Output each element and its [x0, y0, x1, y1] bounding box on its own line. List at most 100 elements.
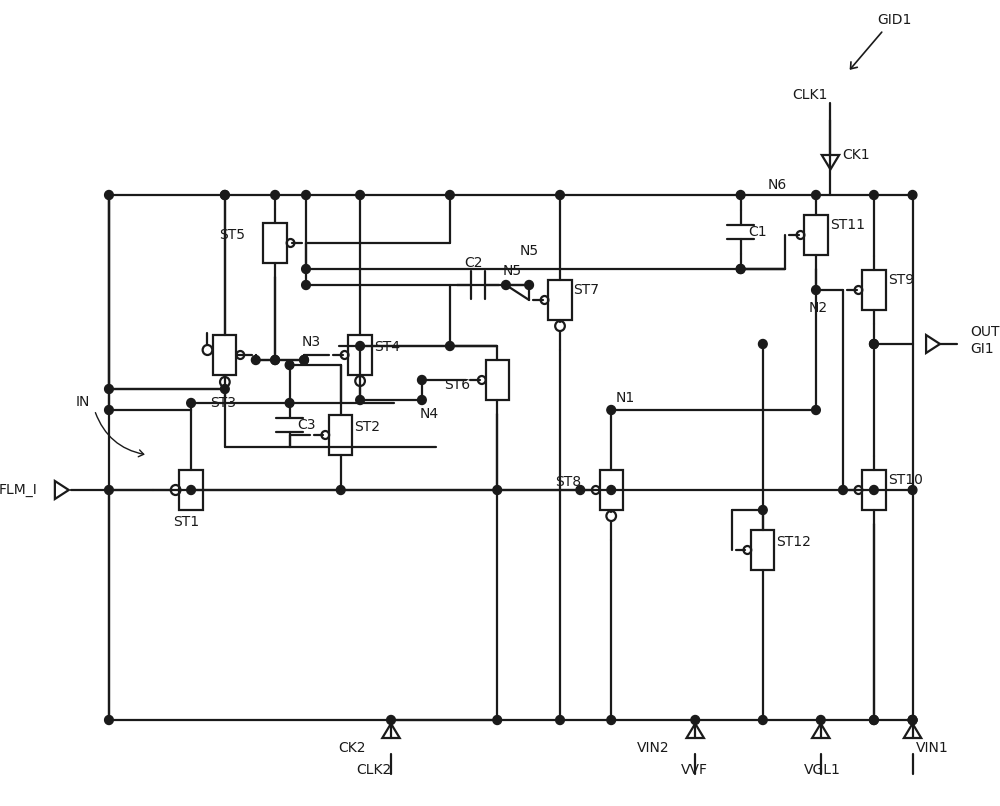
- Circle shape: [221, 190, 229, 200]
- Circle shape: [356, 190, 364, 200]
- Circle shape: [356, 396, 364, 405]
- Circle shape: [418, 376, 426, 384]
- Text: IN: IN: [75, 395, 90, 409]
- Text: GID1: GID1: [877, 13, 911, 27]
- Circle shape: [758, 716, 767, 725]
- Circle shape: [285, 398, 294, 408]
- Circle shape: [285, 360, 294, 369]
- Circle shape: [105, 190, 113, 200]
- Circle shape: [556, 716, 564, 725]
- Bar: [263, 223, 287, 263]
- Circle shape: [908, 716, 917, 725]
- Bar: [486, 360, 509, 400]
- Circle shape: [556, 190, 564, 200]
- Circle shape: [187, 485, 195, 495]
- Circle shape: [870, 716, 878, 725]
- Text: N2: N2: [808, 301, 827, 315]
- Circle shape: [187, 398, 195, 408]
- Circle shape: [251, 355, 260, 364]
- Text: VVF: VVF: [681, 763, 708, 777]
- Text: C1: C1: [748, 225, 767, 239]
- Circle shape: [302, 280, 310, 289]
- Circle shape: [271, 355, 279, 364]
- Circle shape: [336, 485, 345, 495]
- Circle shape: [816, 716, 825, 725]
- Circle shape: [908, 190, 917, 200]
- Circle shape: [493, 716, 502, 725]
- Text: ST10: ST10: [888, 473, 923, 487]
- Text: N1: N1: [616, 391, 635, 405]
- Circle shape: [105, 384, 113, 393]
- Circle shape: [418, 396, 426, 405]
- Text: VIN1: VIN1: [915, 741, 948, 755]
- Text: ST8: ST8: [555, 475, 581, 489]
- Circle shape: [105, 405, 113, 414]
- Text: FLM_I: FLM_I: [0, 483, 38, 497]
- Circle shape: [576, 485, 585, 495]
- Text: ST11: ST11: [830, 218, 865, 232]
- Text: CLK2: CLK2: [356, 763, 391, 777]
- Circle shape: [812, 285, 820, 294]
- Text: CK2: CK2: [338, 741, 365, 755]
- Text: N6: N6: [768, 178, 787, 192]
- Circle shape: [736, 264, 745, 273]
- Circle shape: [271, 190, 279, 200]
- Bar: [862, 270, 886, 310]
- Circle shape: [758, 505, 767, 514]
- Circle shape: [446, 190, 454, 200]
- Circle shape: [105, 716, 113, 725]
- Bar: [804, 215, 828, 255]
- Circle shape: [870, 339, 878, 348]
- Circle shape: [870, 716, 878, 725]
- Circle shape: [607, 485, 616, 495]
- Circle shape: [870, 485, 878, 495]
- Text: N3: N3: [301, 335, 320, 349]
- Text: N5: N5: [519, 244, 539, 258]
- Text: CK1: CK1: [842, 148, 870, 162]
- Circle shape: [446, 342, 454, 351]
- Circle shape: [607, 405, 616, 414]
- Bar: [600, 470, 623, 510]
- Text: ST2: ST2: [354, 420, 380, 434]
- Circle shape: [271, 355, 279, 364]
- Circle shape: [691, 716, 700, 725]
- Text: GI1: GI1: [971, 342, 994, 356]
- Circle shape: [736, 190, 745, 200]
- Text: ST5: ST5: [219, 228, 245, 242]
- Circle shape: [908, 485, 917, 495]
- Text: ST9: ST9: [888, 273, 915, 287]
- Text: ST1: ST1: [173, 515, 199, 529]
- Text: ST6: ST6: [444, 378, 470, 392]
- Text: ST12: ST12: [776, 535, 811, 549]
- Circle shape: [221, 190, 229, 200]
- Circle shape: [502, 280, 510, 289]
- Circle shape: [300, 355, 308, 364]
- Circle shape: [525, 280, 533, 289]
- Bar: [548, 280, 572, 320]
- Text: C2: C2: [464, 256, 482, 270]
- Circle shape: [870, 339, 878, 348]
- Circle shape: [812, 405, 820, 414]
- Circle shape: [870, 190, 878, 200]
- Circle shape: [105, 485, 113, 495]
- Text: N5: N5: [503, 264, 522, 278]
- Text: C3: C3: [297, 418, 316, 432]
- Text: VGL1: VGL1: [803, 763, 840, 777]
- Bar: [348, 335, 372, 375]
- Text: OUT: OUT: [971, 325, 1000, 339]
- Circle shape: [300, 355, 308, 364]
- Circle shape: [387, 716, 395, 725]
- Circle shape: [221, 384, 229, 393]
- Text: ST4: ST4: [375, 340, 401, 354]
- Circle shape: [607, 716, 616, 725]
- Bar: [179, 470, 203, 510]
- Circle shape: [908, 716, 917, 725]
- Text: N4: N4: [420, 407, 439, 421]
- Circle shape: [302, 264, 310, 273]
- Text: ST3: ST3: [210, 396, 236, 410]
- Circle shape: [839, 485, 847, 495]
- Circle shape: [908, 716, 917, 725]
- Text: CLK1: CLK1: [792, 88, 827, 102]
- Bar: [329, 415, 352, 455]
- Text: VIN2: VIN2: [637, 741, 670, 755]
